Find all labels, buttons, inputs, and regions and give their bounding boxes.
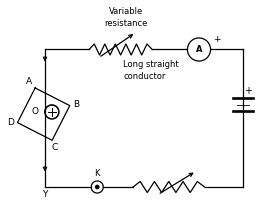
Text: A: A bbox=[26, 77, 32, 86]
Text: +: + bbox=[213, 35, 220, 44]
Text: Long straight
conductor: Long straight conductor bbox=[123, 60, 179, 81]
Text: +: + bbox=[244, 86, 252, 96]
Text: O: O bbox=[31, 107, 38, 116]
Text: Y: Y bbox=[42, 190, 47, 199]
Text: B: B bbox=[73, 100, 79, 109]
Text: K: K bbox=[94, 169, 100, 178]
Circle shape bbox=[96, 185, 99, 189]
Text: C: C bbox=[51, 143, 57, 152]
Text: D: D bbox=[7, 118, 14, 127]
Text: Variable
resistance: Variable resistance bbox=[104, 7, 148, 28]
Text: A: A bbox=[196, 45, 202, 54]
